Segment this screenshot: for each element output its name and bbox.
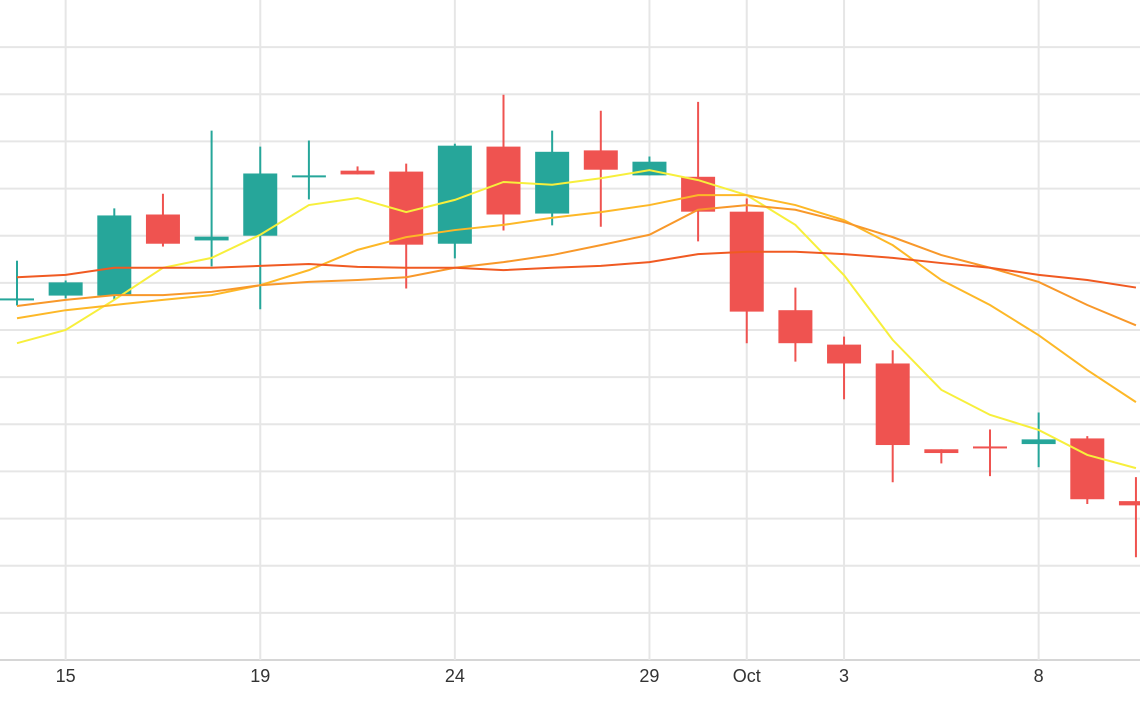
moving-average-line (16, 194, 1137, 403)
candle-body (1021, 439, 1056, 445)
candle-body (827, 344, 862, 364)
x-tick-label: 3 (839, 666, 849, 686)
candle-body (924, 449, 959, 454)
x-tick-label: 29 (639, 666, 659, 686)
candle-body (291, 175, 326, 178)
candle-body (973, 446, 1007, 449)
candle-body (1118, 501, 1140, 506)
candle-body (97, 215, 132, 296)
candle-body (243, 173, 278, 236)
candle-body (729, 211, 764, 312)
candle-body (583, 150, 618, 170)
candle-body (340, 170, 375, 175)
candle-body (778, 310, 813, 344)
candle-body (486, 146, 521, 215)
moving-average-line (16, 204, 1137, 327)
x-tick-label: 19 (250, 666, 270, 686)
candle-body (875, 363, 910, 446)
moving-average-line (16, 169, 1137, 470)
x-tick-label: 24 (445, 666, 465, 686)
x-tick-label: 15 (56, 666, 76, 686)
moving-average-line (16, 250, 1137, 289)
x-tick-label: Oct (733, 666, 761, 686)
candle-body (1070, 438, 1105, 500)
candle-body (0, 298, 34, 301)
x-tick-label: 8 (1034, 666, 1044, 686)
candle-body (48, 282, 83, 296)
candle-body (194, 236, 229, 241)
candle-body (145, 214, 180, 244)
